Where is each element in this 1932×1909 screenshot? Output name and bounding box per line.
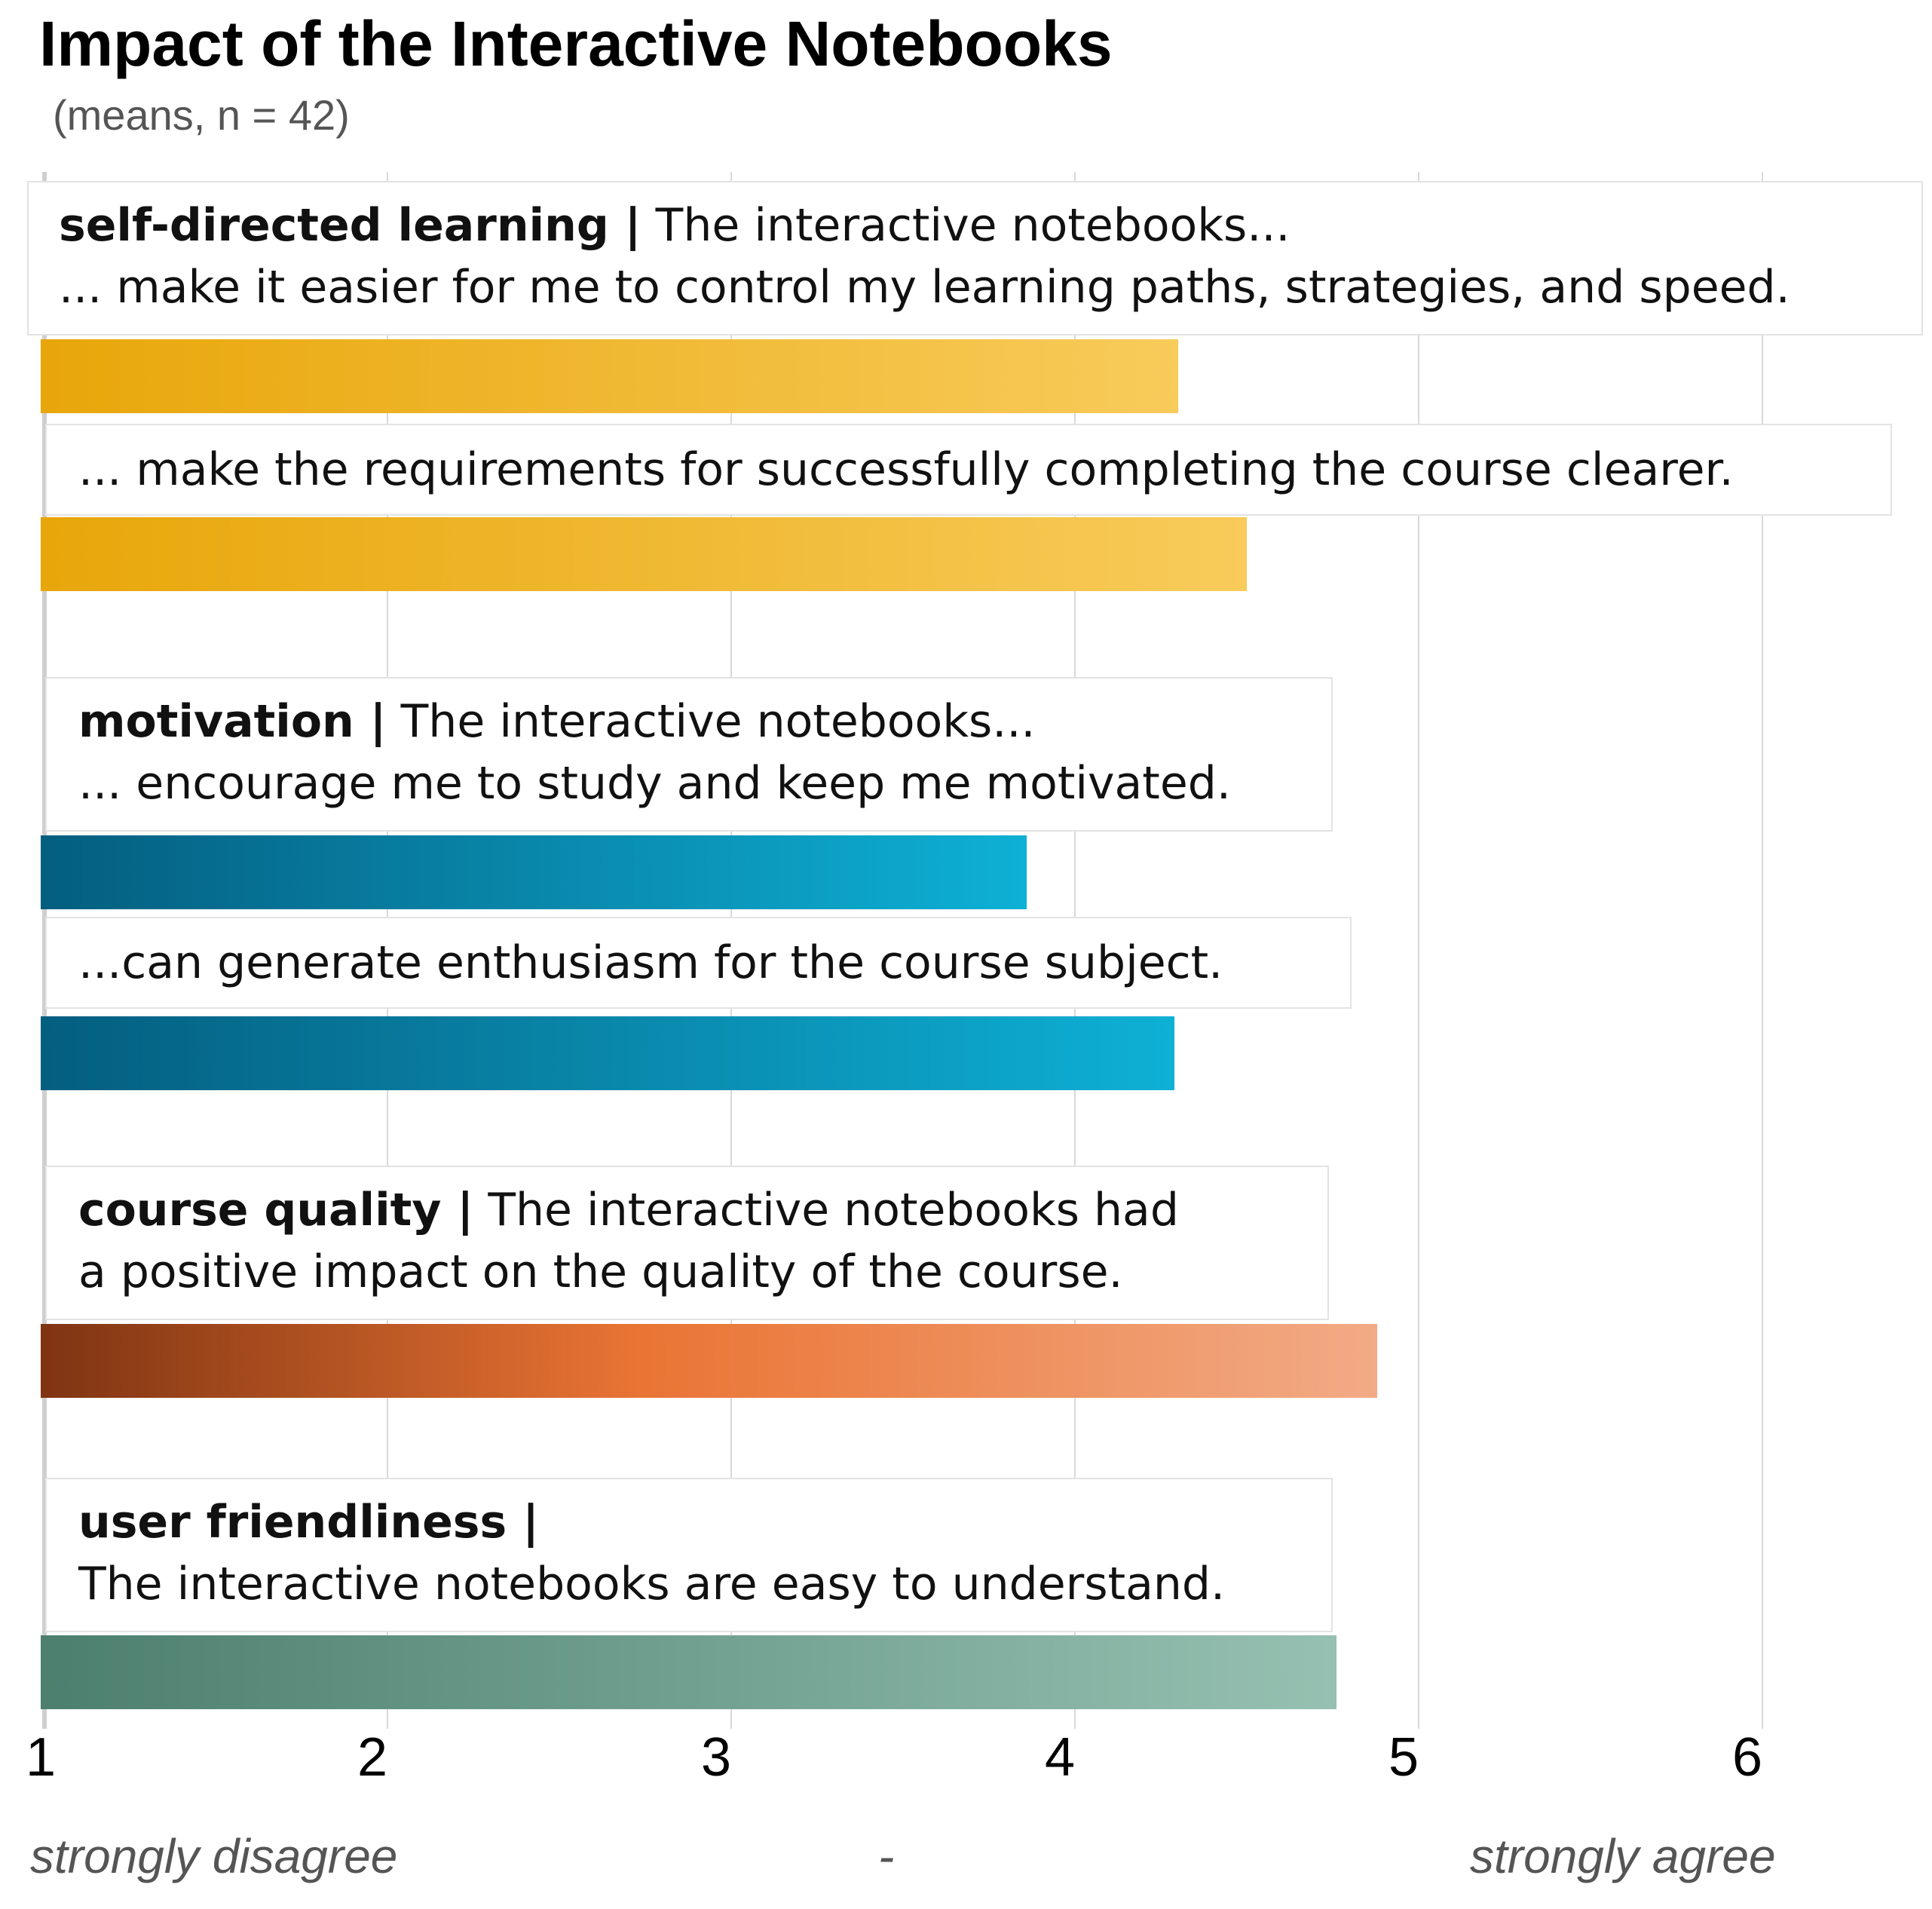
bar-label-1: self-directed learning | The interactive… (27, 181, 1923, 336)
bar-label-6: user friendliness | The interactive noteb… (45, 1478, 1333, 1632)
category-name: user friendliness | (78, 1496, 539, 1549)
bar-label-2: ... make the requirements for successful… (45, 424, 1892, 516)
label-text-1: The interactive notebooks... (386, 695, 1036, 748)
x-tick-label: 3 (700, 1727, 732, 1788)
bar-item-6 (41, 1635, 1336, 1709)
axis-anchor-middle: - (878, 1829, 895, 1883)
gridline (1762, 172, 1763, 1729)
label-line-1: motivation | The interactive notebooks..… (78, 691, 1331, 752)
label-line-1: course quality | The interactive noteboo… (78, 1179, 1327, 1241)
bar-item-2 (41, 517, 1247, 591)
label-line-2: ... make the requirements for successful… (78, 443, 1734, 496)
axis-baseline (42, 172, 47, 1729)
bar-item-1 (41, 339, 1178, 413)
bar-item-4 (41, 1016, 1175, 1090)
chart-subtitle: (means, n = 42) (53, 91, 350, 139)
bar-label-3: motivation | The interactive notebooks..… (45, 677, 1333, 832)
x-tick-label: 5 (1388, 1727, 1419, 1788)
axis-anchor-left: strongly disagree (30, 1829, 398, 1883)
label-line-2: ...can generate enthusiasm for the cours… (78, 936, 1223, 989)
x-tick-label: 6 (1731, 1727, 1763, 1788)
category-name: motivation | (78, 695, 387, 748)
axis-anchor-right: strongly agree (1470, 1829, 1776, 1883)
bar-label-5: course quality | The interactive noteboo… (45, 1166, 1329, 1320)
category-name: course quality | (78, 1184, 474, 1236)
chart-title: Impact of the Interactive Notebooks (39, 8, 1113, 79)
bar-item-3 (41, 835, 1027, 909)
label-line-2: ... make it easier for me to control my … (59, 261, 1790, 314)
label-line-2: The interactive notebooks are easy to un… (78, 1558, 1226, 1610)
label-line-1: self-directed learning | The interactive… (59, 195, 1921, 256)
label-text-1: The interactive notebooks had (473, 1184, 1179, 1236)
category-name: self-directed learning | (59, 199, 641, 252)
bar-item-5 (41, 1324, 1378, 1398)
label-line-2: a positive impact on the quality of the … (78, 1246, 1123, 1298)
x-tick-label: 1 (25, 1727, 57, 1788)
x-tick-label: 2 (357, 1727, 388, 1788)
x-tick-label: 4 (1044, 1727, 1076, 1788)
bar-label-4: ...can generate enthusiasm for the cours… (45, 917, 1352, 1009)
label-text-1: The interactive notebooks... (641, 199, 1291, 252)
label-line-2: ... encourage me to study and keep me mo… (78, 757, 1231, 810)
label-line-1: user friendliness | (78, 1491, 1331, 1553)
gridline (1418, 172, 1419, 1729)
